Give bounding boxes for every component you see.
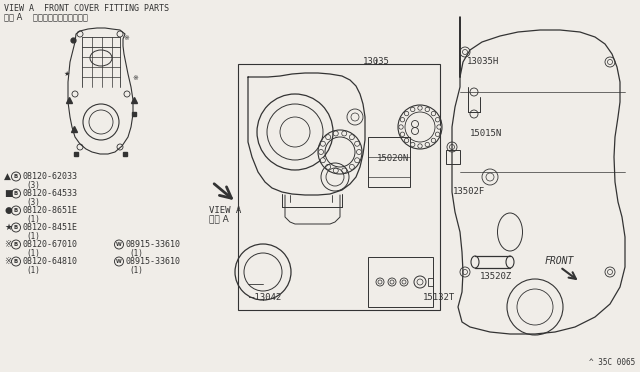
Circle shape <box>355 141 360 146</box>
Bar <box>428 278 433 286</box>
Text: B: B <box>14 242 18 247</box>
Text: 08915-33610: 08915-33610 <box>125 240 180 249</box>
Text: (1): (1) <box>26 266 40 275</box>
Text: —13042: —13042 <box>249 293 281 302</box>
Circle shape <box>326 164 331 169</box>
Circle shape <box>435 132 440 137</box>
Text: VIEW A: VIEW A <box>209 206 241 215</box>
Text: ▲: ▲ <box>4 172 11 181</box>
Text: (1): (1) <box>26 232 40 241</box>
Text: 13035: 13035 <box>363 57 390 66</box>
Circle shape <box>349 164 355 169</box>
Text: 15020N: 15020N <box>377 154 409 163</box>
Text: B: B <box>14 225 18 230</box>
Text: (3): (3) <box>26 181 40 190</box>
Text: 15132T: 15132T <box>423 293 455 302</box>
Circle shape <box>342 131 347 136</box>
Text: 08120-64810: 08120-64810 <box>22 257 77 266</box>
Text: VIEW A  FRONT COVER FITTING PARTS: VIEW A FRONT COVER FITTING PARTS <box>4 4 169 13</box>
Text: ※: ※ <box>4 240 12 249</box>
Bar <box>238 64 440 310</box>
Text: ※: ※ <box>123 35 129 41</box>
Text: B: B <box>14 208 18 213</box>
Text: 08915-33610: 08915-33610 <box>125 257 180 266</box>
Text: ●: ● <box>4 206 12 215</box>
Circle shape <box>431 138 436 142</box>
Bar <box>446 150 460 164</box>
Circle shape <box>436 125 441 129</box>
Circle shape <box>400 132 404 137</box>
Text: 13502F: 13502F <box>453 187 485 196</box>
Circle shape <box>425 142 429 147</box>
Text: (1): (1) <box>26 249 40 258</box>
Text: 08120-67010: 08120-67010 <box>22 240 77 249</box>
Text: ※: ※ <box>132 75 138 81</box>
Circle shape <box>321 158 325 163</box>
Text: 15015N: 15015N <box>470 129 502 138</box>
Text: 矢視 A: 矢視 A <box>209 214 228 223</box>
Text: 08120-8651E: 08120-8651E <box>22 206 77 215</box>
Circle shape <box>431 111 436 116</box>
Circle shape <box>435 118 440 122</box>
Circle shape <box>410 142 415 147</box>
Bar <box>368 257 433 307</box>
Circle shape <box>333 131 339 136</box>
Text: (1): (1) <box>26 215 40 224</box>
Text: ※: ※ <box>4 257 12 266</box>
Text: 08120-8451E: 08120-8451E <box>22 223 77 232</box>
Circle shape <box>356 150 362 154</box>
Text: ■: ■ <box>4 189 13 198</box>
Text: B: B <box>14 174 18 179</box>
Text: 13035H: 13035H <box>467 57 499 66</box>
Text: ^ 35C 0065: ^ 35C 0065 <box>589 358 635 367</box>
Text: 08120-64533: 08120-64533 <box>22 189 77 198</box>
Circle shape <box>404 111 409 116</box>
Circle shape <box>425 107 429 112</box>
Circle shape <box>349 135 355 140</box>
Text: (1): (1) <box>129 249 143 258</box>
Text: (1): (1) <box>129 266 143 275</box>
Circle shape <box>342 168 347 173</box>
Circle shape <box>400 118 404 122</box>
Circle shape <box>404 138 409 142</box>
Circle shape <box>410 107 415 112</box>
Circle shape <box>321 141 325 146</box>
Text: W: W <box>116 259 122 264</box>
Text: 矢視 A    フロントカバー取付部品: 矢視 A フロントカバー取付部品 <box>4 12 88 21</box>
Text: FRONT: FRONT <box>545 256 574 266</box>
Circle shape <box>326 135 331 140</box>
Text: ★: ★ <box>64 71 70 77</box>
Circle shape <box>333 168 339 173</box>
Text: 13520Z: 13520Z <box>480 272 512 281</box>
Text: W: W <box>116 242 122 247</box>
Circle shape <box>418 144 422 148</box>
Text: (3): (3) <box>26 198 40 207</box>
Circle shape <box>355 158 360 163</box>
Bar <box>368 137 410 187</box>
Text: B: B <box>14 191 18 196</box>
Text: ★: ★ <box>4 223 12 232</box>
Circle shape <box>399 125 403 129</box>
Circle shape <box>319 150 323 154</box>
Text: 08120-62033: 08120-62033 <box>22 172 77 181</box>
Circle shape <box>418 106 422 110</box>
Text: B: B <box>14 259 18 264</box>
